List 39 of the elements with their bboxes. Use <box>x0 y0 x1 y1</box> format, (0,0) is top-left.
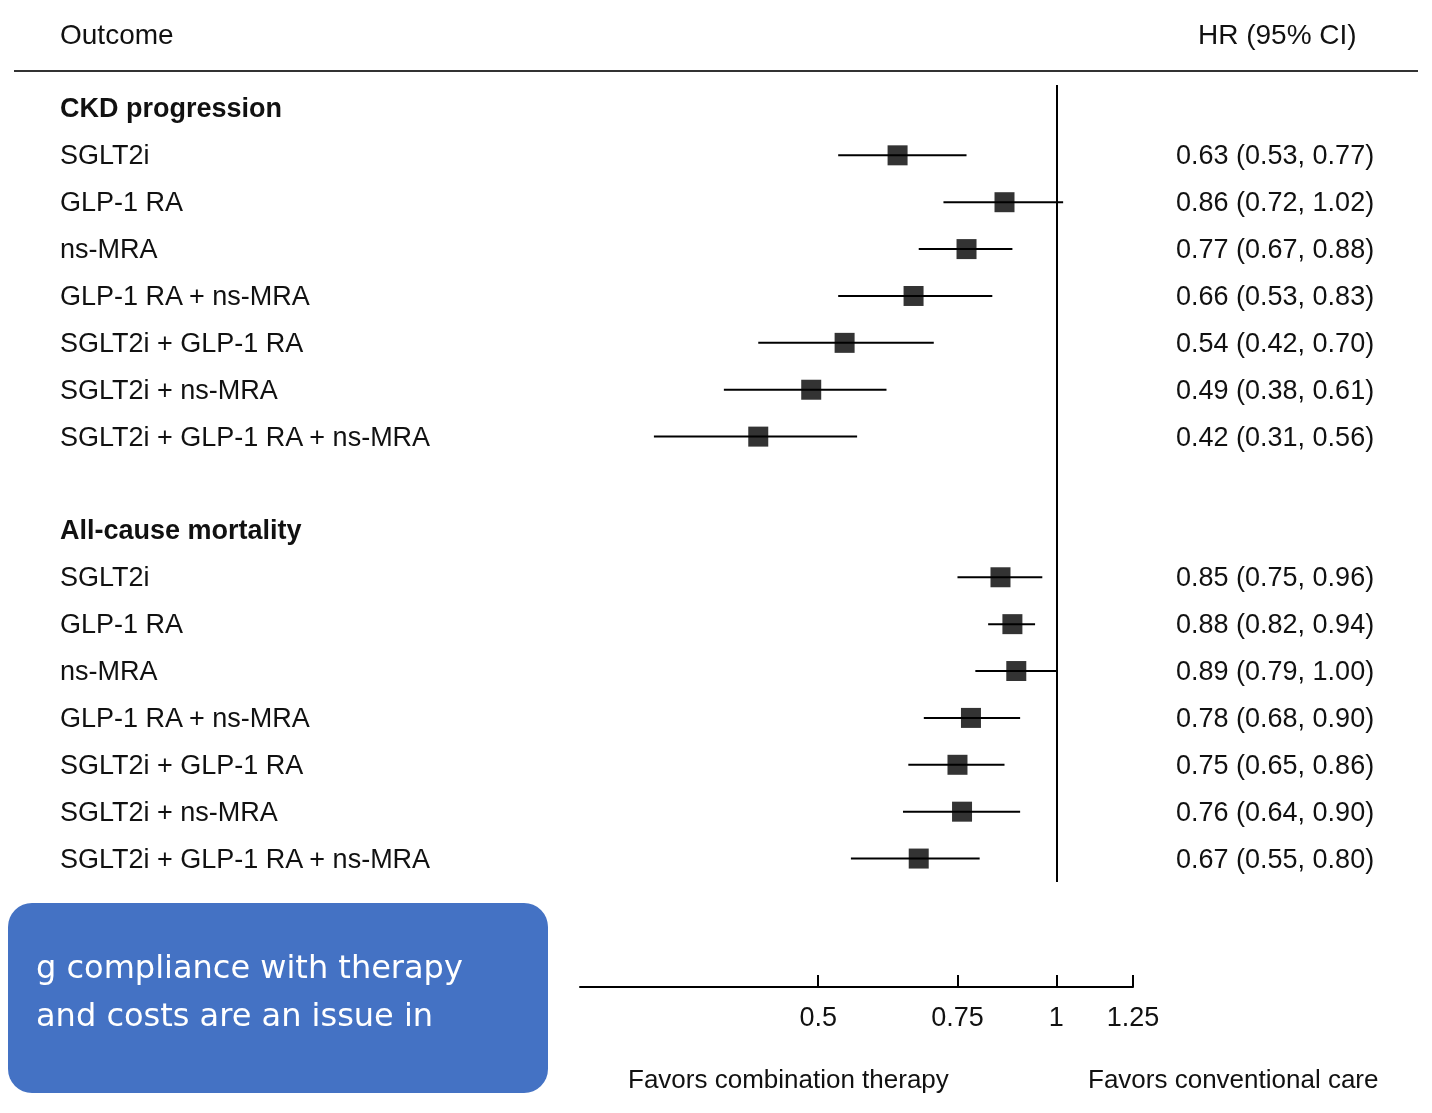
x-tick-label: 1.25 <box>1106 1001 1160 1032</box>
x-tick-label: 0.75 <box>931 1001 984 1032</box>
data-label: 0.78 (0.68, 0.90) <box>1176 702 1375 733</box>
data-label: 0.77 (0.67, 0.88) <box>1176 234 1375 265</box>
y-tick-label: SGLT2i + ns-MRA <box>60 374 278 405</box>
data-label: 0.88 (0.82, 0.94) <box>1176 609 1375 640</box>
data-label: 0.89 (0.79, 1.00) <box>1176 656 1375 687</box>
data-label: 0.67 (0.55, 0.80) <box>1176 843 1375 874</box>
y-tick-label: SGLT2i + GLP-1 RA + ns-MRA <box>60 843 431 874</box>
y-tick-label: SGLT2i <box>60 140 150 171</box>
callout-box: g compliance with therapy and costs are an issue in <box>8 903 548 1093</box>
data-label: 0.42 (0.31, 0.56) <box>1176 421 1375 452</box>
data-label: 0.85 (0.75, 0.96) <box>1176 562 1375 593</box>
data-label: 0.75 (0.65, 0.86) <box>1176 749 1375 780</box>
y-tick-label: All-cause mortality <box>60 515 302 546</box>
y-tick-label: GLP-1 RA <box>60 609 184 640</box>
y-tick-label: GLP-1 RA + ns-MRA <box>60 702 310 733</box>
y-tick-label: GLP-1 RA + ns-MRA <box>60 280 310 311</box>
x-tick-label: 0.5 <box>799 1001 837 1032</box>
y-axis-title: Outcome <box>60 18 174 50</box>
x-tick-label: 1 <box>1048 1001 1064 1032</box>
data-label: 0.76 (0.64, 0.90) <box>1176 796 1375 827</box>
data-label: 0.63 (0.53, 0.77) <box>1176 140 1375 171</box>
y-tick-label: SGLT2i <box>60 562 150 593</box>
data-label: 0.54 (0.42, 0.70) <box>1176 327 1375 358</box>
y-tick-label: CKD progression <box>60 93 283 124</box>
y-tick-label: SGLT2i + ns-MRA <box>60 796 278 827</box>
y2-axis-title: HR (95% CI) <box>1198 18 1357 50</box>
y-tick-label: SGLT2i + GLP-1 RA + ns-MRA <box>60 421 431 452</box>
data-label: 0.49 (0.38, 0.61) <box>1176 374 1375 405</box>
y-tick-label: ns-MRA <box>60 656 158 687</box>
text: Favors conventional care <box>1088 1064 1379 1094</box>
y-tick-label: SGLT2i + GLP-1 RA <box>60 749 304 780</box>
data-label: 0.66 (0.53, 0.83) <box>1176 280 1375 311</box>
y-tick-label: SGLT2i + GLP-1 RA <box>60 327 304 358</box>
y-tick-label: ns-MRA <box>60 234 158 265</box>
text: Favors combination therapy <box>628 1064 949 1094</box>
y-tick-label: GLP-1 RA <box>60 187 184 218</box>
data-label: 0.86 (0.72, 1.02) <box>1176 187 1375 218</box>
